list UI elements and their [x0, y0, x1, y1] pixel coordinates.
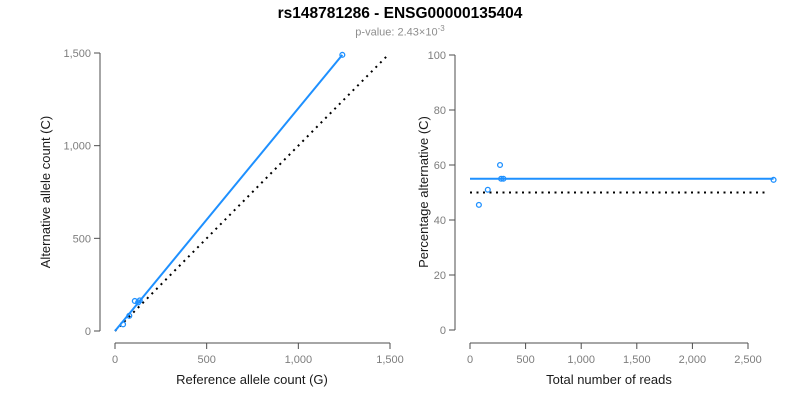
data-point: [339, 51, 346, 58]
y-tick-label: 100: [428, 50, 446, 62]
data-point: [484, 186, 491, 193]
data-point: [136, 297, 143, 304]
y-axis-title: Percentage alternative (C): [416, 116, 431, 268]
p-value-exponent: -3: [437, 24, 445, 33]
y-tick-label: 1,500: [63, 48, 91, 60]
data-point: [498, 175, 505, 182]
x-tick-label: 2,000: [679, 354, 707, 366]
y-axis-title: Alternative allele count (C): [38, 116, 53, 268]
y-tick-label: 60: [434, 160, 446, 172]
fit-line: [114, 54, 344, 332]
y-tick-label: 0: [85, 326, 91, 338]
data-point: [496, 161, 504, 169]
x-tick-label: 500: [516, 354, 534, 366]
y-tick-label: 20: [434, 270, 446, 282]
x-tick-label: 0: [467, 354, 473, 366]
identity-line: [114, 53, 390, 332]
x-axis-title: Total number of reads: [546, 372, 672, 387]
x-tick-label: 2,500: [734, 354, 762, 366]
p-value-subtitle: p-value: 2.43×10-3: [0, 24, 800, 39]
data-point: [770, 176, 777, 183]
x-tick-label: 1,500: [623, 354, 651, 366]
y-tick-label: 80: [434, 105, 446, 117]
x-tick-label: 0: [112, 354, 118, 366]
data-point: [475, 201, 482, 208]
y-tick-label: 0: [440, 325, 446, 337]
figure-title: rs148781286 - ENSG00000135404: [277, 5, 523, 22]
y-tick-label: 1,000: [63, 141, 91, 153]
data-point: [120, 321, 127, 328]
x-axis-title: Reference allele count (G): [176, 372, 328, 387]
x-tick-label: 1,500: [376, 354, 404, 366]
data-point: [500, 175, 507, 182]
p-value-text: p-value: 2.43×10: [355, 26, 438, 39]
y-tick-label: 40: [434, 215, 446, 227]
x-tick-label: 1,000: [285, 354, 313, 366]
x-tick-label: 500: [197, 354, 215, 366]
data-point: [126, 312, 133, 319]
y-tick-label: 500: [73, 233, 91, 245]
x-tick-label: 1,000: [567, 354, 595, 366]
